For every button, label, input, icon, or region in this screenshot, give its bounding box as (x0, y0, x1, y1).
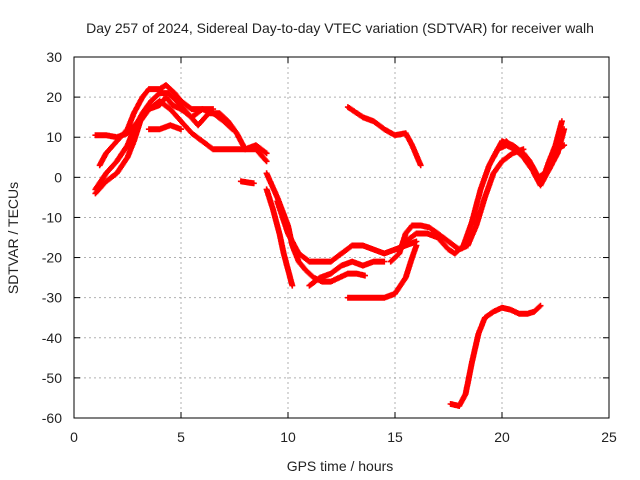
x-axis-label: GPS time / hours (287, 458, 394, 474)
chart-title: Day 257 of 2024, Sidereal Day-to-day VTE… (86, 20, 594, 36)
series-markers (263, 186, 296, 289)
series-markers (344, 104, 424, 169)
series-arc-8 (263, 186, 296, 289)
series-markers (145, 122, 184, 133)
y-tick-label: -10 (42, 209, 62, 225)
y-tick-label: -30 (42, 290, 62, 306)
series-arc-10 (306, 258, 388, 289)
series-arc-4 (96, 82, 217, 169)
y-tick-label: -60 (42, 410, 62, 426)
series-arc-5 (145, 122, 184, 133)
x-tick-label: 20 (494, 429, 510, 445)
series-arc-12 (344, 104, 424, 169)
series-markers (447, 302, 544, 409)
x-tick-label: 5 (177, 429, 185, 445)
y-axis-label: SDTVAR / TECUs (5, 182, 21, 294)
y-tick-label: 30 (46, 49, 62, 65)
series-markers (96, 82, 217, 169)
series-arc-17 (503, 126, 568, 185)
y-tick-label: 0 (54, 169, 62, 185)
series-arc-11 (344, 242, 420, 301)
plot-frame (73, 56, 610, 419)
series-arc-6 (237, 178, 257, 187)
y-tick-label: -40 (42, 330, 62, 346)
y-tick-label: 20 (46, 89, 62, 105)
grid (74, 57, 609, 418)
series-arc-3 (92, 94, 236, 141)
y-tick-label: 10 (46, 129, 62, 145)
series-markers (503, 126, 568, 185)
y-tick-label: -50 (42, 370, 62, 386)
x-tick-label: 15 (387, 429, 403, 445)
series-markers (306, 258, 388, 289)
x-tick-label: 25 (601, 429, 617, 445)
x-tick-label: 0 (70, 429, 78, 445)
axis-ticks: 0 5 10 15 20 25 -60 -50 -40 -30 -20 -10 0 10 20 30 (42, 49, 617, 445)
series-markers (92, 94, 236, 141)
series-markers (344, 242, 420, 301)
x-tick-label: 10 (280, 429, 296, 445)
y-tick-label: -20 (42, 250, 62, 266)
series-arc-15 (447, 302, 544, 409)
data-series (92, 82, 568, 409)
series-markers (237, 178, 257, 187)
